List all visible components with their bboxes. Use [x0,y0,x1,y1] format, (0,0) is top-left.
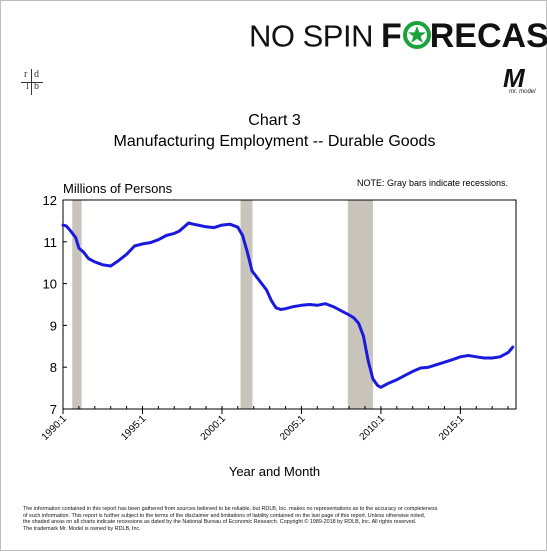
recession-bar [72,200,82,409]
x-tick-label: 1995:1 [119,413,149,443]
brand-name-forecast-rest: RECAST [429,17,547,55]
brand-name-forecast-f: F [380,17,402,55]
x-tick-label: 2000:1 [199,413,229,443]
y-tick-label: 12 [43,193,57,208]
series-line [61,221,515,389]
x-tick-label: 1990:1 [40,413,70,443]
disclaimer-text: The information contained in this report… [23,506,538,532]
chart-title: Chart 3 [248,112,301,129]
star-icon [402,20,431,49]
brand-name-no-spin: NO SPIN [249,18,373,54]
disclaimer-line: the shaded areas on all charts indicate … [23,519,417,526]
x-tick-label: 2010:1 [358,413,388,443]
x-tick-label: 2005:1 [278,413,308,443]
recession-bar [240,200,253,409]
rdlb-logo: r d l b [19,69,45,95]
plot-area [62,199,517,410]
disclaimer-line: of such information. This report is furt… [23,512,426,519]
y-axis-label: Millions of Persons [63,181,173,196]
mr-model-logo: M mr. model [503,63,536,95]
y-tick-label: 11 [44,235,58,250]
disclaimer-line: The information contained in this report… [23,506,438,512]
disclaimer-line: The trademark Mr. Model is owned by RDLB… [23,525,141,532]
y-tick-label: 9 [50,318,57,333]
chart-subtitle: Manufacturing Employment -- Durable Good… [113,133,436,150]
x-tick-label: 2015:1 [437,413,467,443]
y-tick-label: 10 [43,277,57,292]
recession-note: NOTE: Gray bars indicate recessions. [357,178,509,188]
y-tick-label: 8 [50,360,57,375]
x-axis-label: Year and Month [228,464,321,479]
y-tick-label: 7 [50,402,57,417]
recession-bar [347,200,373,409]
